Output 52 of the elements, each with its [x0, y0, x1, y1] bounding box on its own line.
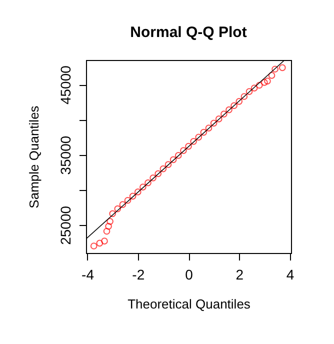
point: [144, 179, 152, 186]
x-tick-label: 0: [185, 266, 194, 282]
point: [174, 152, 182, 159]
point: [140, 184, 146, 190]
x-tick-label: -4: [82, 266, 94, 282]
point: [264, 78, 271, 84]
chart-title: Normal Q-Q Plot: [130, 24, 247, 41]
point: [164, 161, 172, 168]
point: [230, 102, 238, 110]
point: [103, 228, 110, 235]
x-tick-label: 4: [286, 266, 294, 282]
point: [180, 147, 187, 154]
point: [150, 174, 156, 182]
point: [195, 134, 202, 141]
point: [101, 238, 108, 244]
y-tick-label: 45000: [58, 65, 74, 105]
y-axis-title: Sample Quantiles: [26, 105, 42, 208]
point: [215, 116, 222, 122]
point: [272, 66, 278, 73]
point: [114, 205, 122, 212]
point: [106, 218, 114, 225]
point: [154, 170, 162, 178]
point: [278, 64, 286, 72]
point: [96, 240, 104, 247]
point: [200, 128, 208, 136]
x-tick-label: -2: [132, 266, 145, 282]
point: [190, 138, 197, 145]
point: [124, 196, 132, 204]
point: [226, 106, 232, 114]
point: [160, 165, 167, 172]
point: [268, 72, 276, 79]
point: [109, 210, 116, 218]
point: [256, 82, 263, 89]
point: [90, 242, 98, 250]
x-tick-label: 2: [236, 266, 244, 282]
point: [240, 93, 248, 100]
point: [134, 188, 142, 196]
y-tick-label: 25000: [58, 206, 74, 245]
y-tick-label: 35000: [58, 136, 74, 175]
point: [261, 79, 268, 86]
point: [210, 120, 218, 127]
point: [236, 98, 243, 105]
x-axis-title: Theoretical Quantiles: [128, 296, 251, 312]
point: [220, 110, 228, 118]
point: [119, 201, 126, 208]
point: [185, 142, 192, 150]
point: [105, 222, 112, 230]
point: [250, 84, 258, 92]
point: [170, 156, 177, 164]
point: [205, 124, 212, 132]
point: [129, 192, 136, 200]
point: [246, 88, 253, 95]
